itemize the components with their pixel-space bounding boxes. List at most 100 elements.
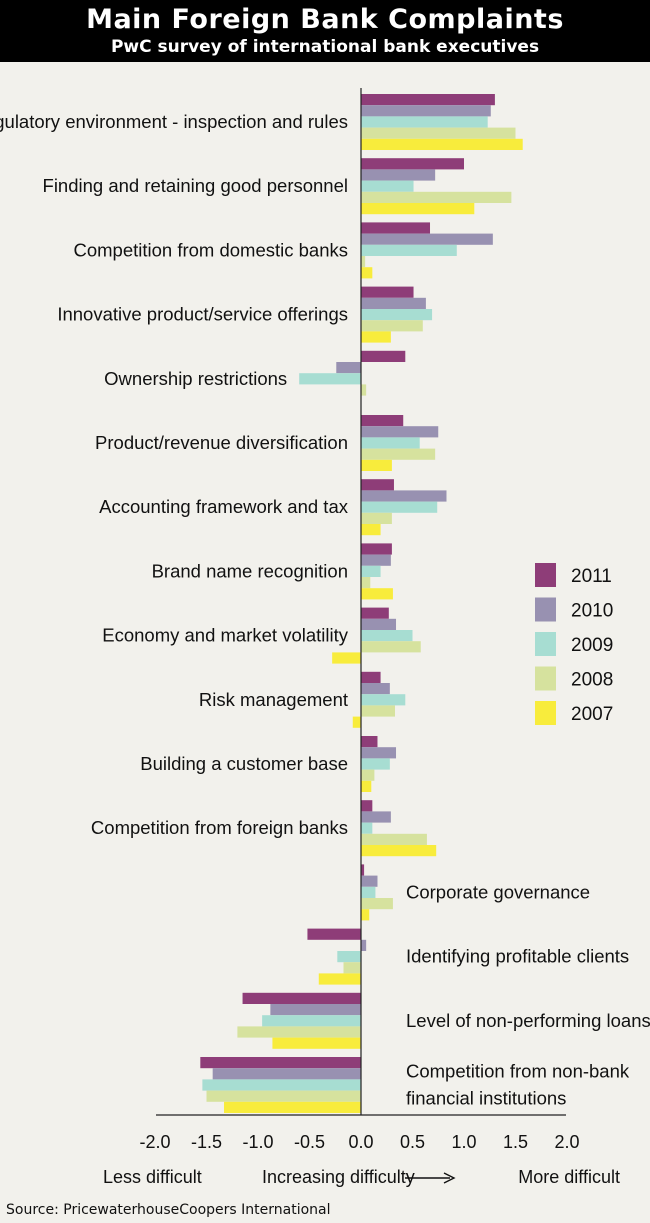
category-label: Building a customer base (140, 753, 348, 774)
bar-2009-6 (361, 501, 438, 513)
bar-2010-6 (361, 490, 447, 502)
bar-2008-14 (237, 1026, 361, 1038)
bar-2008-10 (361, 769, 375, 781)
legend-label: 2008 (571, 670, 613, 691)
x-tick-label: 0.5 (400, 1132, 425, 1152)
bar-2009-15 (202, 1079, 361, 1091)
x-tick-label: 1.5 (503, 1132, 528, 1152)
bar-2011-10 (361, 736, 378, 748)
bar-2009-2 (361, 244, 457, 256)
arrow-head-icon (443, 1172, 456, 1184)
category-label: Finding and retaining good personnel (43, 175, 348, 196)
bar-2007-8 (332, 652, 361, 664)
bar-2009-9 (361, 694, 406, 706)
category-label: Brand name recognition (152, 560, 348, 581)
bar-2010-13 (361, 939, 367, 951)
bar-2011-2 (361, 222, 431, 234)
x-tick-label: -2.0 (139, 1132, 170, 1152)
bar-2011-14 (242, 992, 361, 1004)
legend-swatch-2007 (535, 701, 556, 725)
bar-2008-6 (361, 512, 392, 524)
bar-2011-5 (361, 415, 404, 427)
bar-2008-0 (361, 127, 516, 139)
bar-2010-2 (361, 233, 493, 245)
legend-swatch-2011 (535, 563, 556, 587)
bar-2008-3 (361, 320, 423, 332)
legend-label: 2011 (571, 566, 612, 587)
category-label: financial institutions (406, 1088, 566, 1109)
x-axis-label-right: More difficult (518, 1167, 620, 1187)
bar-2009-3 (361, 309, 433, 321)
bar-2007-10 (361, 780, 372, 792)
bar-2009-14 (262, 1015, 361, 1027)
bar-2008-15 (206, 1090, 361, 1102)
bar-2009-10 (361, 758, 390, 770)
x-tick-label: -1.5 (191, 1132, 222, 1152)
x-axis-label-left: Less difficult (103, 1167, 202, 1187)
bar-2009-11 (361, 822, 373, 834)
category-label: Competition from foreign banks (91, 817, 348, 838)
bar-2009-0 (361, 116, 488, 128)
chart-title: Main Foreign Bank Complaints (86, 4, 564, 35)
bar-2008-8 (361, 641, 421, 653)
x-tick-label: -1.0 (242, 1132, 273, 1152)
bar-2008-12 (361, 898, 393, 910)
bar-2009-13 (337, 951, 361, 963)
category-label: Level of non-performing loans (406, 1010, 650, 1031)
category-label: Ownership restrictions (104, 368, 287, 389)
bar-2011-8 (361, 607, 389, 619)
bar-2010-9 (361, 683, 390, 695)
bar-2007-0 (361, 138, 523, 150)
bar-2010-5 (361, 426, 439, 438)
category-label: Risk management (199, 689, 348, 710)
bar-2009-4 (299, 373, 361, 385)
bar-2011-12 (361, 864, 365, 876)
legend-swatch-2009 (535, 632, 556, 656)
bar-2010-7 (361, 554, 391, 566)
bar-2008-13 (343, 962, 361, 974)
bar-2011-15 (200, 1057, 361, 1069)
bar-2011-9 (361, 671, 381, 683)
bar-2011-3 (361, 286, 414, 298)
legend-swatch-2008 (535, 666, 556, 691)
category-label: Product/revenue diversification (95, 432, 348, 453)
legend-label: 2009 (571, 635, 613, 656)
bar-2010-1 (361, 169, 436, 181)
bar-2009-1 (361, 180, 414, 192)
bar-2010-10 (361, 747, 397, 759)
category-label: Accounting framework and tax (99, 496, 349, 517)
bar-2008-11 (361, 833, 427, 845)
bar-chart: Regulatory environment - inspection and … (0, 88, 650, 1187)
chart-header: Main Foreign Bank Complaints PwC survey … (0, 0, 650, 62)
x-axis-label-center: Increasing difficulty (262, 1167, 415, 1187)
x-tick-label: -0.5 (294, 1132, 325, 1152)
category-label: Regulatory environment - inspection and … (0, 111, 348, 132)
category-label: Competition from domestic banks (73, 239, 348, 260)
bar-2007-7 (361, 588, 393, 600)
bar-2010-12 (361, 875, 378, 887)
bar-2007-6 (361, 524, 381, 536)
bar-2007-13 (318, 973, 361, 985)
category-label: Economy and market volatility (102, 625, 348, 646)
bar-2007-14 (272, 1037, 361, 1049)
category-label: Competition from non-bank (406, 1061, 630, 1082)
bar-2011-4 (361, 350, 406, 362)
bar-2008-5 (361, 448, 436, 460)
bar-2010-15 (212, 1068, 361, 1080)
bar-2010-0 (361, 105, 491, 117)
bar-2007-1 (361, 203, 475, 215)
legend-label: 2007 (571, 704, 613, 725)
bar-2011-11 (361, 800, 373, 812)
category-label: Innovative product/service offerings (57, 304, 348, 325)
bar-2007-11 (361, 845, 437, 857)
bar-2010-3 (361, 297, 426, 309)
category-label: Corporate governance (406, 881, 590, 902)
bar-2008-2 (361, 256, 366, 268)
bar-2010-8 (361, 618, 397, 630)
bar-2011-7 (361, 543, 392, 555)
bar-2008-9 (361, 705, 395, 717)
bar-2007-9 (352, 716, 361, 728)
legend-swatch-2010 (535, 597, 556, 622)
bar-2008-4 (361, 384, 367, 396)
bar-2009-12 (361, 886, 376, 898)
